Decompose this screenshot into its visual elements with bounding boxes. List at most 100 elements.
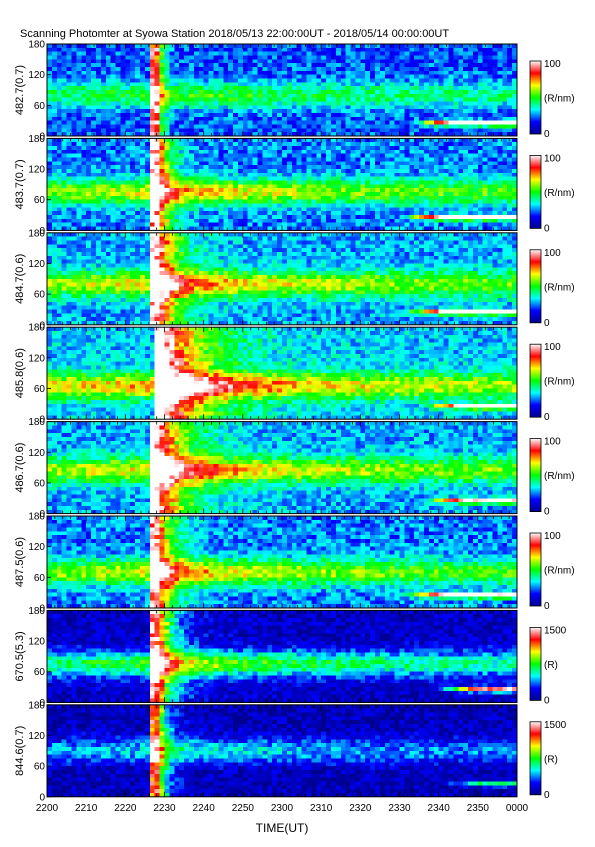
heatmap-cell bbox=[448, 211, 453, 215]
heatmap-cell bbox=[57, 128, 62, 132]
heatmap-cell bbox=[233, 117, 238, 121]
heatmap-cell bbox=[478, 109, 483, 113]
heatmap-cell bbox=[326, 211, 331, 215]
heatmap-cell bbox=[272, 142, 277, 146]
heatmap-cell bbox=[76, 165, 81, 169]
heatmap-cell bbox=[47, 128, 52, 132]
heatmap-cell bbox=[204, 207, 209, 211]
heatmap-cell bbox=[71, 59, 76, 63]
heatmap-cell bbox=[331, 67, 336, 71]
heatmap-cell bbox=[400, 75, 405, 79]
heatmap-cell bbox=[385, 44, 390, 48]
heatmap-cell bbox=[174, 59, 179, 63]
heatmap-cell bbox=[448, 117, 453, 121]
heatmap-cell bbox=[272, 44, 277, 48]
heatmap-cell bbox=[199, 56, 204, 60]
heatmap-cell bbox=[302, 219, 307, 223]
heatmap-cell bbox=[67, 184, 72, 188]
heatmap-cell bbox=[179, 102, 184, 106]
heatmap-cell bbox=[194, 200, 199, 204]
heatmap-cell bbox=[488, 75, 493, 79]
heatmap-cell bbox=[150, 207, 155, 211]
heatmap-cell bbox=[497, 154, 502, 158]
heatmap-cell bbox=[155, 223, 160, 227]
heatmap-cell bbox=[390, 117, 395, 121]
heatmap-cell bbox=[47, 181, 52, 185]
heatmap-cell bbox=[297, 94, 302, 98]
heatmap-cell bbox=[218, 188, 223, 192]
heatmap-cell bbox=[355, 219, 360, 223]
heatmap-cell bbox=[62, 196, 67, 200]
heatmap-cell bbox=[233, 184, 238, 188]
heatmap-cell bbox=[414, 165, 419, 169]
heatmap-cell bbox=[228, 90, 233, 94]
heatmap-cell bbox=[135, 200, 140, 204]
heatmap-cell bbox=[419, 204, 424, 208]
heatmap-cell bbox=[96, 117, 101, 121]
heatmap-cell bbox=[253, 56, 258, 60]
heatmap-cell bbox=[169, 150, 174, 154]
heatmap-cell bbox=[81, 177, 86, 181]
heatmap-cell bbox=[311, 161, 316, 165]
heatmap-cell bbox=[243, 94, 248, 98]
heatmap-cell bbox=[390, 138, 395, 142]
heatmap-cell bbox=[130, 165, 135, 169]
heatmap-cell bbox=[218, 142, 223, 146]
heatmap-cell bbox=[106, 121, 111, 125]
heatmap-cell bbox=[204, 177, 209, 181]
heatmap-cell bbox=[96, 223, 101, 227]
heatmap-cell bbox=[262, 109, 267, 113]
heatmap-cell bbox=[287, 105, 292, 109]
heatmap-cell bbox=[262, 44, 267, 48]
heatmap-cell bbox=[493, 161, 498, 165]
heatmap-cell bbox=[169, 82, 174, 86]
heatmap-cell bbox=[120, 102, 125, 106]
heatmap-cell bbox=[380, 211, 385, 215]
heatmap-cell bbox=[199, 94, 204, 98]
heatmap-cell bbox=[272, 192, 277, 196]
heatmap-cell bbox=[326, 86, 331, 90]
heatmap-cell bbox=[169, 48, 174, 52]
heatmap-cell bbox=[150, 102, 155, 106]
heatmap-cell bbox=[351, 117, 356, 121]
heatmap-cell bbox=[81, 161, 86, 165]
heatmap-cell bbox=[91, 63, 96, 67]
heatmap-cell bbox=[355, 146, 360, 150]
heatmap-cell bbox=[52, 90, 57, 94]
heatmap-cell bbox=[444, 158, 449, 162]
heatmap-cell bbox=[282, 90, 287, 94]
heatmap-cell bbox=[404, 56, 409, 60]
heatmap-cell bbox=[62, 52, 67, 56]
heatmap-cell bbox=[120, 52, 125, 56]
heatmap-cell bbox=[351, 56, 356, 60]
heatmap-cell bbox=[414, 204, 419, 208]
heatmap-cell bbox=[321, 169, 326, 173]
heatmap-cell bbox=[194, 223, 199, 227]
heatmap-cell bbox=[243, 150, 248, 154]
heatmap-cell bbox=[130, 184, 135, 188]
heatmap-cell bbox=[346, 102, 351, 106]
heatmap-cell bbox=[179, 211, 184, 215]
heatmap-cell bbox=[483, 204, 488, 208]
heatmap-cell bbox=[71, 150, 76, 154]
heatmap-cell bbox=[302, 56, 307, 60]
heatmap-cell bbox=[409, 59, 414, 63]
heatmap-cell bbox=[497, 196, 502, 200]
heatmap-cell bbox=[67, 181, 72, 185]
heatmap-cell bbox=[404, 154, 409, 158]
heatmap-cells bbox=[47, 233, 517, 325]
heatmap-cell bbox=[96, 200, 101, 204]
heatmap-cell bbox=[414, 211, 419, 215]
heatmap-cell bbox=[179, 98, 184, 102]
heatmap-cell bbox=[248, 71, 253, 75]
heatmap-cell bbox=[463, 177, 468, 181]
heatmap-cell bbox=[248, 48, 253, 52]
heatmap-cell bbox=[125, 138, 130, 142]
heatmap-cell bbox=[483, 105, 488, 109]
heatmap-cell bbox=[130, 63, 135, 67]
heatmap-cell bbox=[409, 90, 414, 94]
heatmap-cell bbox=[453, 184, 458, 188]
heatmap-cell bbox=[116, 56, 121, 60]
heatmap-cell bbox=[101, 188, 106, 192]
heatmap-cell bbox=[370, 181, 375, 185]
